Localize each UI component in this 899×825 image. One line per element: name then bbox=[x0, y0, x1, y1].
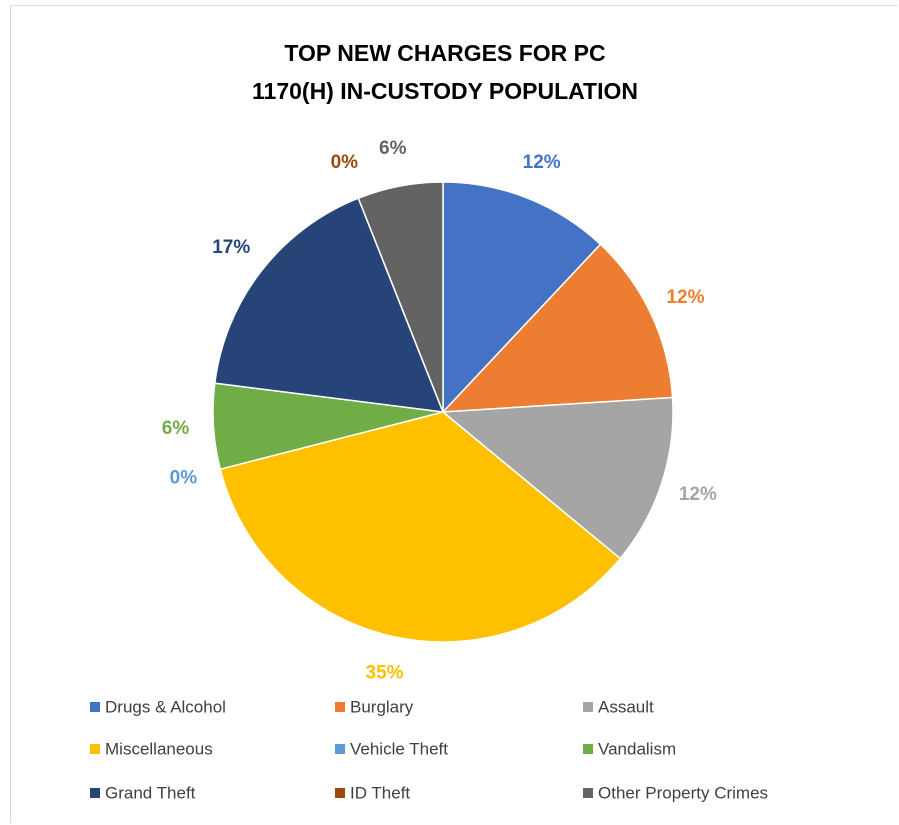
legend-label: Burglary bbox=[350, 697, 414, 716]
data-label: 12% bbox=[523, 152, 561, 173]
legend-marker bbox=[583, 744, 593, 754]
data-label: 35% bbox=[366, 663, 404, 684]
legend-marker bbox=[583, 788, 593, 798]
pie-slice bbox=[441, 396, 674, 560]
chart-frame bbox=[10, 5, 897, 823]
data-label: 0% bbox=[170, 468, 198, 489]
pie-slice bbox=[441, 243, 674, 413]
legend-marker bbox=[583, 702, 593, 712]
legend-marker bbox=[335, 744, 345, 754]
legend-label: Assault bbox=[598, 697, 654, 716]
legend-label: Vehicle Theft bbox=[350, 739, 448, 758]
legend-marker bbox=[335, 788, 345, 798]
legend-label: Vandalism bbox=[598, 739, 676, 758]
legend-marker bbox=[90, 788, 100, 798]
pie-slice bbox=[213, 197, 445, 413]
data-label: 12% bbox=[666, 287, 704, 308]
pie-slice bbox=[357, 181, 444, 413]
legend-label: ID Theft bbox=[350, 783, 410, 802]
legend-label: Drugs & Alcohol bbox=[105, 697, 226, 716]
data-label: 0% bbox=[331, 152, 359, 173]
data-label: 6% bbox=[379, 138, 407, 159]
chart-title: TOP NEW CHARGES FOR PC 1170(H) IN-CUSTOD… bbox=[252, 40, 638, 104]
data-label: 17% bbox=[212, 237, 250, 258]
legend-marker bbox=[335, 702, 345, 712]
legend-label: Other Property Crimes bbox=[598, 783, 768, 802]
legend-marker bbox=[90, 702, 100, 712]
pie-slice bbox=[442, 181, 602, 414]
legend-label: Miscellaneous bbox=[105, 739, 213, 758]
legend-marker bbox=[90, 744, 100, 754]
pie-slice bbox=[219, 411, 622, 643]
data-label: 12% bbox=[679, 484, 717, 505]
legend-label: Grand Theft bbox=[105, 783, 196, 802]
data-label: 6% bbox=[162, 418, 190, 439]
